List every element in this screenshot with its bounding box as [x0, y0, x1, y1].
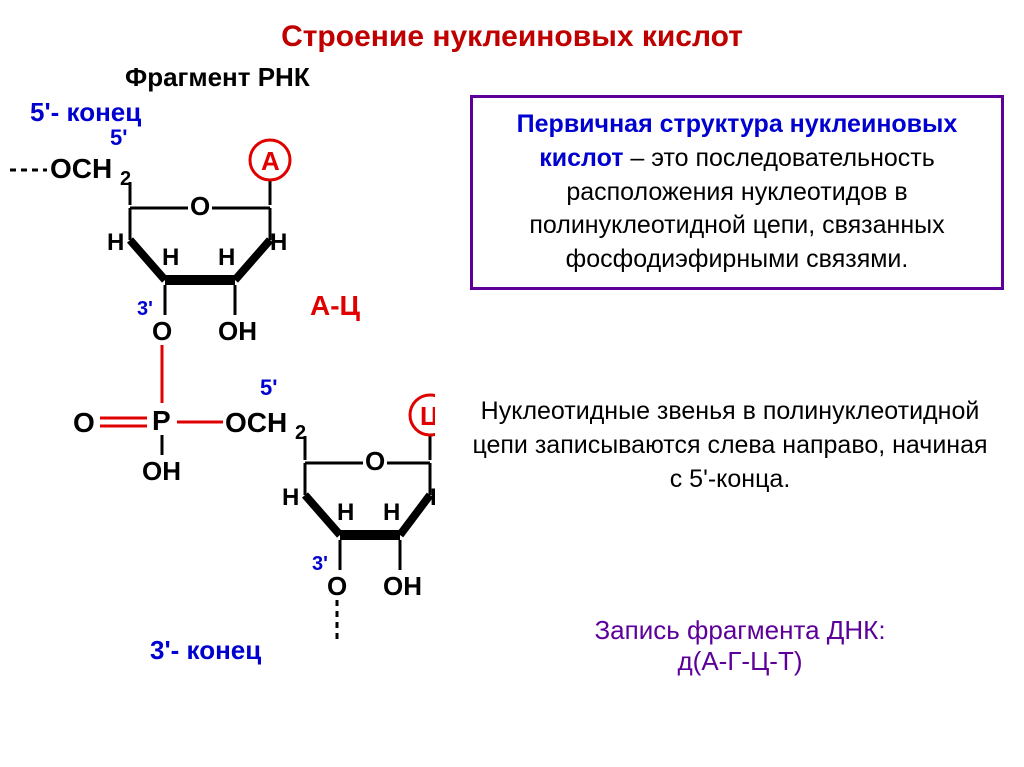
svg-text:O: O	[365, 446, 385, 476]
main-title: Строение нуклеиновых кислот	[0, 20, 1024, 54]
svg-text:OH: OH	[383, 571, 422, 601]
three-prime-end-label: 3'- конец	[150, 635, 261, 666]
svg-text:OCH: OCH	[50, 153, 112, 184]
svg-text:OH: OH	[218, 316, 257, 346]
svg-text:H: H	[282, 484, 299, 511]
svg-text:P: P	[152, 405, 171, 436]
primary-structure-definition-box: Первичная структура нуклеиновых кислот –…	[470, 95, 1004, 290]
svg-text:H: H	[218, 244, 235, 271]
dna-record-line: Запись фрагмента ДНК: д(А-Г-Ц-Т)	[490, 615, 990, 677]
svg-text:H: H	[270, 229, 287, 256]
rna-fragment-label: Фрагмент РНК	[125, 62, 310, 93]
svg-text:OCH: OCH	[225, 407, 287, 438]
svg-text:O: O	[190, 191, 210, 221]
svg-text:5': 5'	[110, 125, 127, 150]
svg-text:H: H	[107, 229, 124, 256]
svg-text:5': 5'	[260, 375, 277, 400]
svg-text:O: O	[152, 316, 172, 346]
svg-text:А: А	[261, 146, 280, 176]
svg-text:H: H	[162, 244, 179, 271]
svg-text:3': 3'	[312, 553, 328, 575]
dna-record-seq: д(А-Г-Ц-Т)	[678, 646, 803, 676]
svg-text:OH: OH	[142, 456, 181, 486]
svg-text:H: H	[337, 499, 354, 526]
svg-text:O: O	[73, 407, 95, 438]
svg-text:H: H	[430, 484, 435, 511]
notation-paragraph: Нуклеотидные звенья в полинуклеотидной ц…	[470, 395, 990, 496]
svg-text:Ц: Ц	[420, 401, 435, 431]
svg-text:H: H	[383, 499, 400, 526]
notation-text-b: с 5'-конца.	[670, 465, 791, 493]
dna-record-label: Запись фрагмента ДНК	[594, 615, 878, 645]
sequence-ac-label: А-Ц	[310, 290, 360, 322]
svg-text:3': 3'	[137, 298, 153, 320]
notation-text-a: Нуклеотидные звенья в полинуклеотидной ц…	[472, 397, 987, 459]
svg-text:O: O	[327, 571, 347, 601]
